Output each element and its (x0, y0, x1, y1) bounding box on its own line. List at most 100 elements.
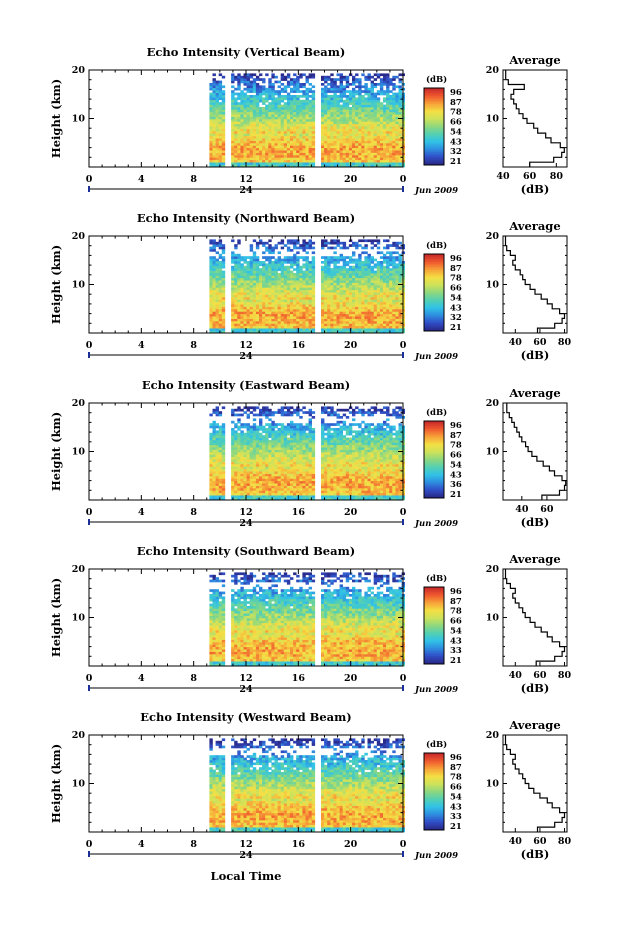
echo-cell (327, 109, 331, 113)
echo-cell (221, 476, 226, 479)
heatmap-cells (209, 406, 405, 501)
echo-cell (246, 263, 250, 267)
echo-cell (321, 133, 325, 137)
echo-cell (234, 99, 238, 103)
echo-cell (234, 119, 238, 122)
echo-cell (259, 133, 263, 137)
echo-cell (231, 107, 235, 110)
echo-cell (302, 318, 306, 322)
echo-cell (299, 270, 303, 274)
echo-cell (398, 109, 402, 113)
echo-cell (342, 318, 347, 322)
echo-cell (262, 147, 266, 151)
echo-cell (218, 83, 223, 86)
echo-cell (243, 432, 247, 436)
echo-cell (339, 256, 343, 259)
echo-cell (280, 318, 285, 322)
echo-cell (395, 275, 399, 279)
echo-cell (327, 299, 331, 303)
echo-cell (336, 292, 340, 295)
echo-cell (271, 249, 275, 252)
echo-cell (305, 294, 309, 298)
echo-cell (370, 306, 374, 310)
echo-cell (392, 316, 396, 319)
echo-cell (352, 109, 356, 113)
echo-cell (392, 131, 396, 134)
echo-cell (324, 102, 328, 105)
echo-cell (395, 256, 399, 259)
echo-cell (255, 90, 260, 93)
echo-cell (379, 159, 384, 163)
echo-cell (358, 294, 362, 298)
echo-cell (398, 152, 402, 156)
echo-cell (231, 466, 235, 470)
echo-cell (231, 440, 235, 443)
echo-cell (249, 447, 254, 450)
echo-cell (209, 241, 213, 245)
echo-cell (237, 442, 241, 446)
echo-cell (386, 265, 390, 269)
echo-cell (246, 102, 250, 105)
echo-cell (398, 95, 402, 98)
echo-cell (373, 270, 378, 274)
echo-cell (386, 246, 390, 250)
echo-cell (221, 131, 226, 134)
echo-cell (259, 109, 263, 113)
echo-cell (339, 277, 343, 281)
echo-cell (234, 321, 238, 324)
echo-cell (392, 292, 396, 295)
echo-cell (255, 95, 260, 98)
echo-cell (209, 432, 213, 436)
echo-cell (255, 454, 260, 458)
echo-cell (286, 140, 291, 144)
echo-cell (218, 495, 223, 498)
echo-cell (339, 292, 343, 295)
echo-cell (376, 73, 381, 77)
echo-cell (299, 301, 303, 305)
echo-cell (305, 275, 309, 279)
echo-cell (240, 459, 244, 462)
echo-cell (299, 147, 303, 151)
echo-cell (296, 316, 300, 319)
echo-cell (324, 145, 328, 149)
echo-cell (299, 162, 303, 165)
colorbar-band (424, 107, 444, 110)
echo-cell (268, 268, 272, 271)
echo-cell (321, 313, 325, 317)
echo-cell (283, 128, 288, 132)
echo-cell (246, 492, 250, 496)
echo-cell (358, 162, 362, 165)
echo-cell (262, 452, 266, 455)
echo-cell (280, 75, 285, 79)
echo-cell (333, 330, 337, 334)
echo-cell (268, 126, 272, 129)
echo-cell (321, 282, 325, 286)
echo-cell (246, 104, 250, 108)
echo-cell (209, 270, 213, 274)
echo-cell (395, 321, 399, 324)
echo-cell (249, 425, 254, 429)
colorbar-band (424, 160, 444, 163)
echo-cell (237, 297, 241, 300)
echo-cell (234, 313, 238, 317)
echo-cell (327, 78, 331, 81)
echo-cell (259, 85, 263, 89)
echo-cell (327, 258, 331, 262)
echo-cell (262, 495, 266, 498)
avg-x-title: (dB) (521, 348, 550, 362)
echo-cell (252, 123, 257, 127)
echo-cell (286, 241, 291, 245)
echo-cell (302, 123, 306, 127)
echo-cell (218, 147, 223, 151)
echo-cell (355, 119, 359, 122)
echo-cell (352, 162, 356, 165)
echo-cell (286, 256, 291, 259)
echo-cell (259, 492, 263, 496)
echo-cell (373, 150, 378, 153)
echo-cell (324, 244, 328, 247)
echo-cell (333, 133, 337, 137)
echo-cell (283, 104, 288, 108)
echo-cell (321, 78, 325, 81)
echo-cell (262, 485, 266, 489)
echo-cell (389, 261, 393, 264)
